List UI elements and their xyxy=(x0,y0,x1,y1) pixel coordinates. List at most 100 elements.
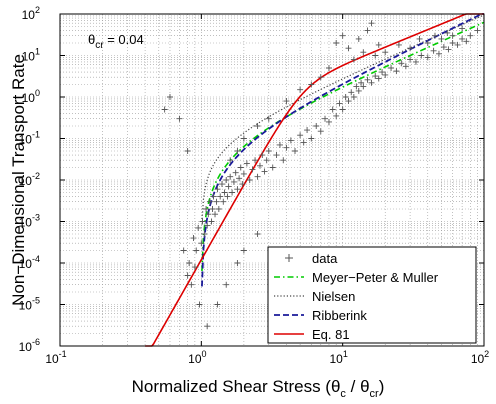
legend-label: data xyxy=(312,251,338,266)
data-point xyxy=(449,40,456,47)
data-point xyxy=(220,198,227,205)
data-point xyxy=(375,75,382,82)
data-point xyxy=(237,164,244,171)
data-point xyxy=(435,50,442,57)
data-point xyxy=(204,222,211,229)
data-point xyxy=(292,147,299,154)
data-points xyxy=(161,20,481,330)
data-point xyxy=(225,183,232,190)
legend: data Meyer−Peter & Muller Nielsen Ribberink… xyxy=(267,246,477,344)
y-tick-label: 101 xyxy=(22,47,40,64)
data-point xyxy=(317,128,324,135)
data-point xyxy=(176,115,183,122)
data-point xyxy=(203,206,210,213)
data-point xyxy=(407,56,414,63)
data-point xyxy=(368,20,375,27)
x-tick-label: 101 xyxy=(329,349,347,366)
data-point xyxy=(360,83,367,90)
data-point xyxy=(382,49,389,56)
data-point xyxy=(454,41,461,48)
data-point xyxy=(210,193,217,200)
legend-label: Meyer−Peter & Muller xyxy=(312,270,439,285)
data-point xyxy=(199,218,206,225)
data-point xyxy=(304,127,311,134)
data-point xyxy=(416,35,423,42)
data-point xyxy=(180,247,187,254)
data-point xyxy=(368,79,375,86)
data-point xyxy=(424,40,431,47)
data-point xyxy=(256,162,263,169)
legend-box xyxy=(267,246,477,344)
y-tick-label: 10-2 xyxy=(19,171,40,188)
data-point xyxy=(201,230,208,237)
data-point xyxy=(263,157,270,164)
data-point xyxy=(218,181,225,188)
data-point xyxy=(322,115,329,122)
data-point xyxy=(227,173,234,180)
data-point xyxy=(193,247,200,254)
data-point xyxy=(236,175,243,182)
data-point xyxy=(424,54,431,61)
data-point xyxy=(254,230,261,237)
data-point xyxy=(184,272,191,279)
data-point xyxy=(430,47,437,54)
y-tick-label: 10-1 xyxy=(19,130,40,147)
data-point xyxy=(212,211,219,218)
data-point xyxy=(325,118,332,125)
data-point xyxy=(350,94,357,100)
curve-nielsen xyxy=(201,14,485,223)
data-point xyxy=(474,27,481,34)
data-point xyxy=(230,178,237,185)
x-tick-labels: 10-1 100 101 102 xyxy=(45,14,489,366)
data-point xyxy=(375,41,382,48)
data-point xyxy=(265,147,272,154)
data-point xyxy=(229,189,236,196)
data-point xyxy=(459,25,466,32)
x-tick-label: 10-1 xyxy=(45,349,66,366)
data-point xyxy=(300,139,307,146)
data-point xyxy=(398,60,405,67)
x-tick-label: 102 xyxy=(471,349,489,366)
data-point xyxy=(186,260,193,266)
data-point xyxy=(208,218,215,225)
data-point xyxy=(254,123,261,130)
x-axis-label: Normalized Shear Stress (θc / θcr) xyxy=(132,377,385,400)
data-point xyxy=(205,211,212,218)
data-point xyxy=(190,235,197,242)
data-point xyxy=(308,135,315,142)
data-point xyxy=(283,144,290,151)
data-point xyxy=(339,32,346,39)
data-point xyxy=(355,35,362,42)
data-point xyxy=(336,100,343,107)
y-tick-label: 10-3 xyxy=(19,213,40,230)
data-point xyxy=(269,164,276,171)
data-point xyxy=(214,301,221,308)
data-point xyxy=(364,76,371,83)
data-point xyxy=(438,35,445,42)
data-point xyxy=(444,29,451,36)
data-point xyxy=(407,45,414,52)
data-point xyxy=(345,45,352,52)
data-point xyxy=(265,115,272,122)
data-point xyxy=(329,106,336,113)
data-point xyxy=(234,147,241,154)
data-point xyxy=(317,74,324,81)
x-tick-label: 100 xyxy=(188,349,206,366)
data-point xyxy=(440,44,447,51)
data-point xyxy=(325,64,332,71)
data-point xyxy=(418,52,425,59)
data-point xyxy=(240,170,247,177)
y-tick-label: 10-6 xyxy=(19,337,40,354)
data-point xyxy=(259,152,266,159)
data-point xyxy=(227,157,234,164)
data-point xyxy=(239,181,246,188)
legend-label: Eq. 81 xyxy=(312,327,350,342)
data-point xyxy=(195,224,202,231)
data-point xyxy=(184,147,191,154)
data-point xyxy=(297,86,304,93)
data-point xyxy=(254,173,261,180)
y-tick-label: 10-4 xyxy=(19,254,40,271)
data-point xyxy=(224,193,231,200)
y-tick-label: 100 xyxy=(22,88,40,105)
